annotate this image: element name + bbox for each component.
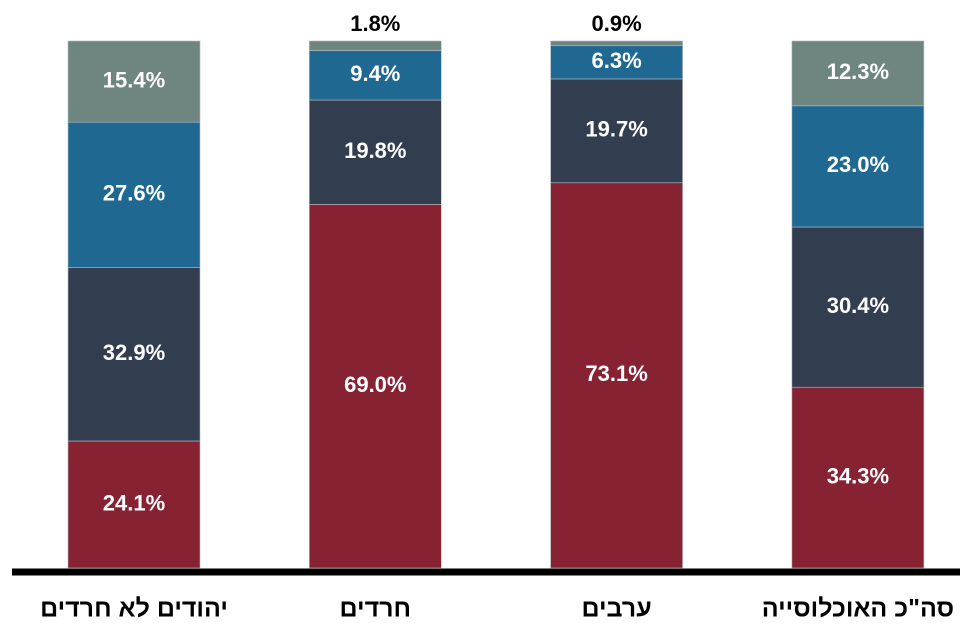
data-label: 34.3%	[827, 463, 889, 488]
bar-segment	[791, 105, 925, 228]
bar-segment	[67, 440, 201, 569]
data-label: 27.6%	[103, 181, 165, 206]
bar-segment	[67, 267, 201, 442]
bar-segment	[791, 386, 925, 569]
bar-segment	[308, 99, 442, 205]
bar-segment	[791, 40, 925, 107]
bar-segment	[550, 40, 683, 47]
bar-segment	[308, 204, 442, 569]
data-label: 32.9%	[103, 340, 165, 365]
data-label: 12.3%	[827, 59, 889, 84]
data-label: 9.4%	[350, 61, 400, 86]
data-label: 30.4%	[827, 293, 889, 318]
data-label: 19.7%	[585, 117, 647, 142]
bar-segment	[791, 226, 925, 388]
data-label: 69.0%	[344, 372, 406, 397]
bar-segment	[67, 121, 201, 268]
bar-segment	[550, 45, 683, 80]
data-label: 0.9%	[592, 11, 642, 36]
data-label: 73.1%	[585, 361, 647, 386]
bar-segment	[308, 40, 442, 51]
x-tick-label: סה"כ האוכלוסייה	[762, 595, 954, 623]
x-tick-label: ערבים	[582, 595, 652, 623]
x-tick-label: יהודים לא חרדים	[40, 595, 228, 623]
data-label: 19.8%	[344, 138, 406, 163]
bar-segment	[67, 40, 201, 123]
bar-segment	[550, 78, 683, 184]
bar-segment	[308, 50, 442, 101]
bar-segment	[550, 182, 683, 569]
x-tick-label: חרדים	[340, 595, 412, 623]
data-label: 6.3%	[592, 48, 642, 73]
data-label: 23.0%	[827, 152, 889, 177]
data-label: 1.8%	[350, 11, 400, 36]
data-label: 24.1%	[103, 490, 165, 515]
data-label: 15.4%	[103, 67, 165, 92]
